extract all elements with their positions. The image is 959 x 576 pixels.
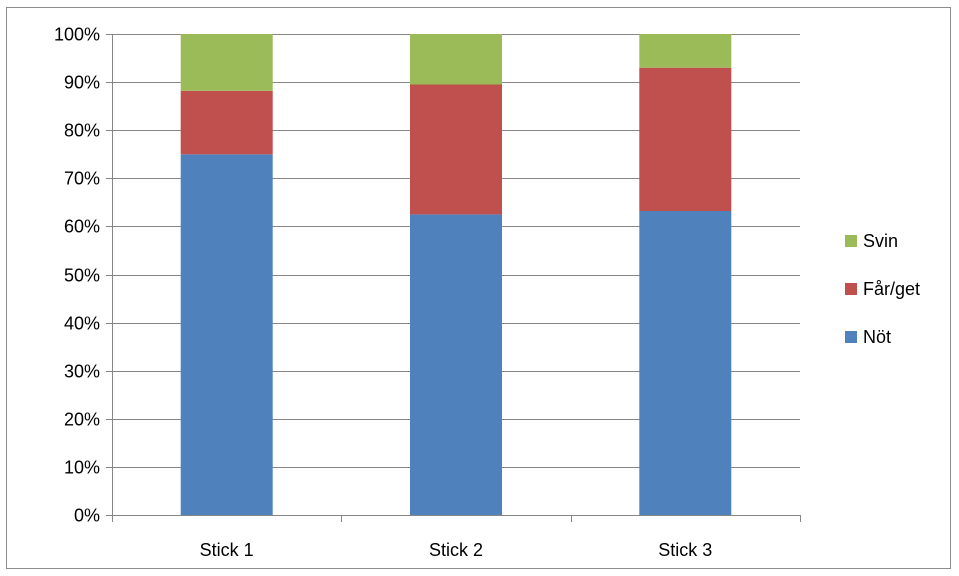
y-tick-label: 70% [64, 169, 100, 189]
x-category-label: Stick 2 [429, 540, 483, 560]
y-tick-label: 20% [64, 410, 100, 430]
y-tick-label: 10% [64, 458, 100, 478]
y-tick-label: 30% [64, 362, 100, 382]
legend-swatch [845, 235, 857, 247]
bar-segment [180, 154, 273, 516]
bar-segment [410, 34, 502, 85]
y-tick-label: 90% [64, 73, 100, 93]
legend-swatch [845, 331, 857, 343]
bar-segment [639, 67, 732, 211]
legend-swatch [845, 283, 857, 295]
bar-segment [639, 211, 732, 515]
bar-segment [639, 34, 732, 68]
y-tick-label: 100% [54, 25, 100, 45]
legend-label: Svin [863, 231, 898, 251]
bar-segment [410, 214, 502, 515]
y-tick-label: 0% [74, 506, 100, 526]
y-axis-tick-labels: 0% 10% 20% 30% 40% 50% 60% 70% 80% 90% 100% [54, 25, 100, 526]
x-category-label: Stick 3 [658, 540, 712, 560]
legend: Svin Får/get Nöt [845, 231, 920, 347]
legend-label: Får/get [863, 279, 920, 299]
bars [180, 34, 732, 516]
bar-segment [180, 90, 273, 155]
x-category-label: Stick 1 [200, 540, 254, 560]
axes [112, 34, 801, 522]
y-tick-label: 40% [64, 314, 100, 334]
y-tick-label: 50% [64, 266, 100, 286]
bar-segment [180, 34, 273, 91]
bar-segment [410, 84, 502, 215]
y-tick-label: 80% [64, 121, 100, 141]
legend-label: Nöt [863, 327, 891, 347]
x-axis-category-labels: Stick 1 Stick 2 Stick 3 [200, 540, 713, 560]
y-tick-label: 60% [64, 217, 100, 237]
